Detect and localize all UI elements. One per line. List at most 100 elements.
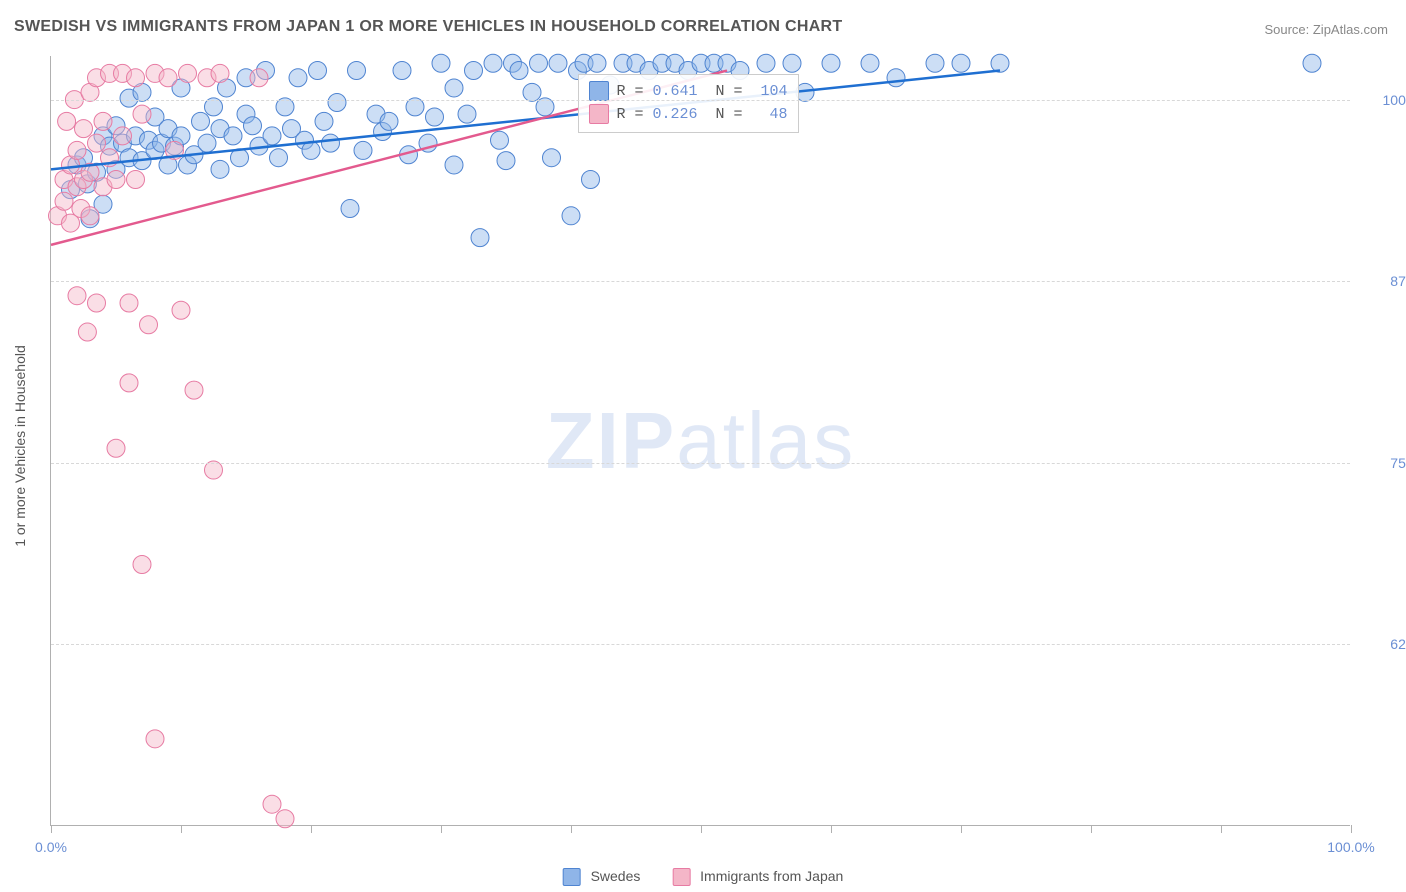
data-point — [484, 54, 502, 72]
data-point — [55, 192, 73, 210]
data-point — [211, 160, 229, 178]
chart-canvas — [51, 56, 1350, 825]
data-point — [75, 120, 93, 138]
data-point — [179, 64, 197, 82]
data-point — [341, 200, 359, 218]
x-tick — [311, 825, 312, 833]
data-point — [549, 54, 567, 72]
data-point — [588, 54, 606, 72]
data-point — [192, 112, 210, 130]
x-tick — [1091, 825, 1092, 833]
data-point — [445, 156, 463, 174]
data-point — [465, 62, 483, 80]
y-tick-label: 62.5% — [1360, 636, 1406, 652]
data-point — [822, 54, 840, 72]
data-point — [107, 439, 125, 457]
y-tick-label: 87.5% — [1360, 273, 1406, 289]
data-point — [887, 69, 905, 87]
gridline — [51, 281, 1350, 282]
y-axis-label: 1 or more Vehicles in Household — [12, 345, 28, 547]
data-point — [140, 316, 158, 334]
r-swatch — [589, 81, 609, 101]
data-point — [289, 69, 307, 87]
data-point — [952, 54, 970, 72]
data-point — [107, 170, 125, 188]
data-point — [244, 117, 262, 135]
data-point — [68, 141, 86, 159]
data-point — [783, 54, 801, 72]
y-tick-label: 75.0% — [1360, 455, 1406, 471]
x-tick — [1221, 825, 1222, 833]
data-point — [757, 54, 775, 72]
r-swatch — [589, 104, 609, 124]
data-point — [393, 62, 411, 80]
data-point — [133, 105, 151, 123]
data-point — [224, 127, 242, 145]
x-tick-label: 100.0% — [1327, 839, 1374, 855]
x-tick — [181, 825, 182, 833]
y-tick-label: 100.0% — [1360, 92, 1406, 108]
data-point — [127, 170, 145, 188]
data-point — [926, 54, 944, 72]
x-tick — [571, 825, 572, 833]
data-point — [497, 152, 515, 170]
data-point — [445, 79, 463, 97]
plot-area: ZIPatlas R = 0.641 N = 104R = 0.226 N = … — [50, 56, 1350, 826]
data-point — [491, 131, 509, 149]
legend-bottom: Swedes Immigrants from Japan — [549, 868, 858, 886]
data-point — [78, 323, 96, 341]
data-point — [1303, 54, 1321, 72]
swatch-japan — [672, 868, 690, 886]
data-point — [562, 207, 580, 225]
x-tick — [51, 825, 52, 833]
x-tick — [1351, 825, 1352, 833]
data-point — [348, 62, 366, 80]
data-point — [426, 108, 444, 126]
data-point — [211, 64, 229, 82]
data-point — [263, 127, 281, 145]
data-point — [315, 112, 333, 130]
data-point — [861, 54, 879, 72]
legend-label-japan: Immigrants from Japan — [700, 868, 843, 884]
data-point — [250, 69, 268, 87]
x-tick — [831, 825, 832, 833]
data-point — [309, 62, 327, 80]
data-point — [471, 229, 489, 247]
gridline — [51, 100, 1350, 101]
source-label: Source: ZipAtlas.com — [1264, 22, 1388, 37]
data-point — [354, 141, 372, 159]
data-point — [198, 134, 216, 152]
data-point — [114, 127, 132, 145]
data-point — [380, 112, 398, 130]
gridline — [51, 463, 1350, 464]
data-point — [991, 54, 1009, 72]
data-point — [276, 810, 294, 828]
data-point — [120, 294, 138, 312]
data-point — [458, 105, 476, 123]
data-point — [270, 149, 288, 167]
x-tick — [701, 825, 702, 833]
r-row: R = 0.226 N = 48 — [589, 104, 788, 127]
x-tick — [441, 825, 442, 833]
x-tick-label: 0.0% — [35, 839, 67, 855]
data-point — [94, 112, 112, 130]
legend-label-swedes: Swedes — [591, 868, 641, 884]
data-point — [133, 555, 151, 573]
data-point — [185, 381, 203, 399]
data-point — [263, 795, 281, 813]
data-point — [58, 112, 76, 130]
data-point — [88, 134, 106, 152]
legend-item-japan: Immigrants from Japan — [672, 868, 843, 884]
data-point — [432, 54, 450, 72]
data-point — [68, 287, 86, 305]
chart-title: SWEDISH VS IMMIGRANTS FROM JAPAN 1 OR MO… — [14, 18, 842, 36]
data-point — [159, 69, 177, 87]
data-point — [328, 93, 346, 111]
data-point — [543, 149, 561, 167]
swatch-swedes — [563, 868, 581, 886]
data-point — [88, 294, 106, 312]
data-point — [582, 170, 600, 188]
legend-item-swedes: Swedes — [563, 868, 645, 884]
x-tick — [961, 825, 962, 833]
data-point — [322, 134, 340, 152]
